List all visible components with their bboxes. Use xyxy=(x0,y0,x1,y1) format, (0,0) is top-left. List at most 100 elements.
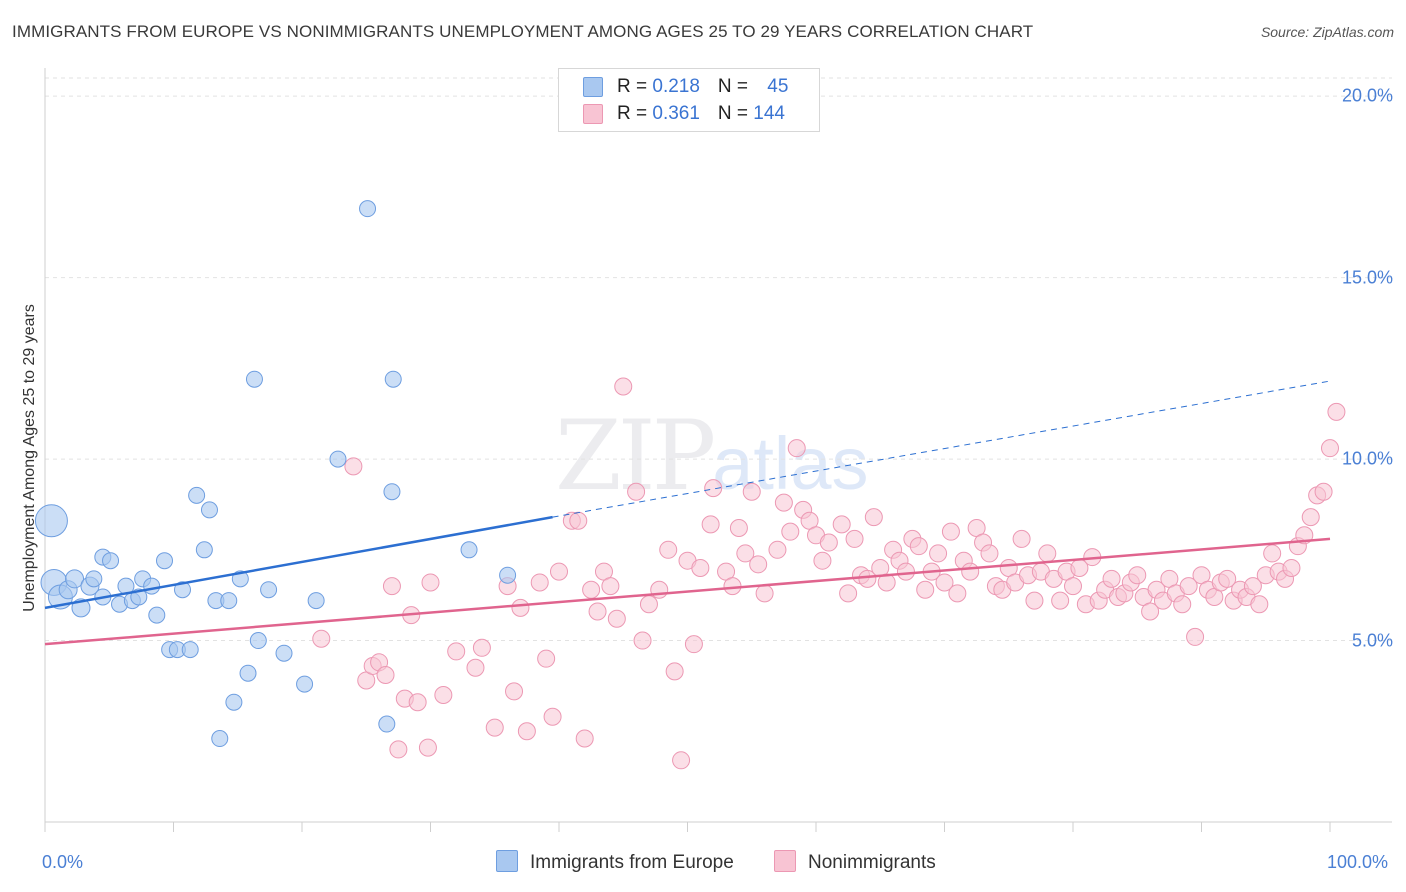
point-nonimmigrants xyxy=(858,569,877,588)
point-nonimmigrants xyxy=(550,562,568,581)
point-nonimmigrants xyxy=(916,580,935,599)
legend-n-label: N = xyxy=(717,103,754,124)
point-immigrants xyxy=(188,486,206,504)
point-nonimmigrants xyxy=(749,555,768,574)
point-nonimmigrants xyxy=(1173,595,1192,614)
point-nonimmigrants xyxy=(813,551,832,570)
point-nonimmigrants xyxy=(736,544,755,563)
point-immigrants xyxy=(148,606,166,624)
point-immigrants xyxy=(296,675,314,693)
point-nonimmigrants xyxy=(1301,508,1320,527)
bottom-legend-immigrants: Immigrants from Europe xyxy=(496,850,734,874)
point-immigrants xyxy=(275,644,293,662)
point-nonimmigrants xyxy=(787,439,806,458)
legend-swatch-immigrants xyxy=(583,76,603,97)
point-nonimmigrants xyxy=(389,740,408,759)
point-nonimmigrants xyxy=(627,482,646,501)
point-nonimmigrants xyxy=(961,562,980,581)
point-immigrants xyxy=(102,552,120,570)
point-nonimmigrants xyxy=(704,479,723,498)
point-nonimmigrants xyxy=(607,609,626,628)
point-nonimmigrants xyxy=(650,580,669,599)
point-nonimmigrants xyxy=(582,580,601,599)
point-nonimmigrants xyxy=(376,666,395,685)
point-nonimmigrants xyxy=(665,662,684,681)
point-immigrants xyxy=(460,541,478,559)
point-nonimmigrants xyxy=(408,693,427,712)
point-nonimmigrants xyxy=(781,522,800,541)
bottom-legend-label-nonimmigrants: Nonimmigrants xyxy=(808,852,936,874)
point-nonimmigrants xyxy=(1038,544,1057,563)
point-nonimmigrants xyxy=(517,722,536,741)
y-axis-label: Unemployment Among Ages 25 to 29 years xyxy=(21,304,38,612)
y-tick-label: 20.0% xyxy=(1341,85,1393,106)
point-nonimmigrants xyxy=(1064,577,1082,596)
point-nonimmigrants xyxy=(742,482,761,501)
point-immigrants xyxy=(245,370,263,388)
legend-n-value: 45 xyxy=(767,76,789,97)
point-nonimmigrants xyxy=(1327,402,1346,421)
bottom-legend-swatch-nonimmigrants xyxy=(774,850,796,872)
point-nonimmigrants xyxy=(1263,544,1282,563)
legend-r-label: R = xyxy=(617,76,653,97)
point-nonimmigrants xyxy=(633,631,652,650)
point-nonimmigrants xyxy=(909,537,928,556)
point-nonimmigrants xyxy=(344,457,363,476)
point-nonimmigrants xyxy=(1243,577,1262,596)
point-nonimmigrants xyxy=(774,493,793,512)
trendline-immigrants xyxy=(44,515,553,610)
point-nonimmigrants xyxy=(382,577,401,596)
point-nonimmigrants xyxy=(941,522,960,541)
point-nonimmigrants xyxy=(845,529,864,548)
point-immigrants xyxy=(329,450,347,468)
point-nonimmigrants xyxy=(569,511,588,530)
point-nonimmigrants xyxy=(929,544,948,563)
point-nonimmigrants xyxy=(575,729,594,748)
point-nonimmigrants xyxy=(434,685,453,704)
point-nonimmigrants xyxy=(505,682,524,701)
chart-title: IMMIGRANTS FROM EUROPE VS NONIMMIGRANTS … xyxy=(12,22,1034,41)
point-immigrants xyxy=(359,200,377,218)
legend-row-immigrants: R = 0.218 N = 45 xyxy=(583,76,788,100)
point-immigrants xyxy=(499,566,517,584)
point-immigrants xyxy=(220,592,238,610)
point-nonimmigrants xyxy=(485,718,504,737)
point-nonimmigrants xyxy=(819,533,838,552)
source-label: Source: ZipAtlas.com xyxy=(1260,24,1394,40)
legend-n-label: N = xyxy=(717,76,754,97)
point-immigrants xyxy=(307,592,325,610)
point-immigrants xyxy=(34,504,68,538)
y-tick-label: 10.0% xyxy=(1341,448,1393,469)
trendline-nonimmigrants xyxy=(44,537,1331,646)
point-nonimmigrants xyxy=(1051,591,1070,610)
point-nonimmigrants xyxy=(1186,627,1205,646)
point-nonimmigrants xyxy=(684,635,703,654)
point-immigrants xyxy=(260,581,278,599)
point-nonimmigrants xyxy=(1102,569,1121,588)
point-nonimmigrants xyxy=(466,658,485,677)
point-immigrants xyxy=(65,569,85,589)
point-nonimmigrants xyxy=(530,573,549,592)
point-immigrants xyxy=(195,541,213,559)
point-immigrants xyxy=(143,577,161,595)
point-nonimmigrants xyxy=(421,573,440,592)
point-nonimmigrants xyxy=(877,573,896,592)
point-nonimmigrants xyxy=(418,738,437,757)
point-nonimmigrants xyxy=(935,573,954,592)
y-tick-label: 15.0% xyxy=(1341,267,1393,288)
point-nonimmigrants xyxy=(672,751,691,770)
point-nonimmigrants xyxy=(312,629,331,648)
bottom-legend-nonimmigrants: Nonimmigrants xyxy=(774,850,936,874)
point-nonimmigrants xyxy=(768,540,787,559)
point-nonimmigrants xyxy=(864,508,883,527)
point-nonimmigrants xyxy=(543,707,562,726)
point-immigrants xyxy=(181,641,199,659)
point-nonimmigrants xyxy=(839,584,858,603)
point-immigrants xyxy=(225,693,243,711)
legend-row-nonimmigrants: R = 0.361 N = 144 xyxy=(583,103,785,127)
point-nonimmigrants xyxy=(723,577,742,596)
point-immigrants xyxy=(249,632,267,650)
point-immigrants xyxy=(200,501,218,519)
point-immigrants xyxy=(384,370,402,388)
